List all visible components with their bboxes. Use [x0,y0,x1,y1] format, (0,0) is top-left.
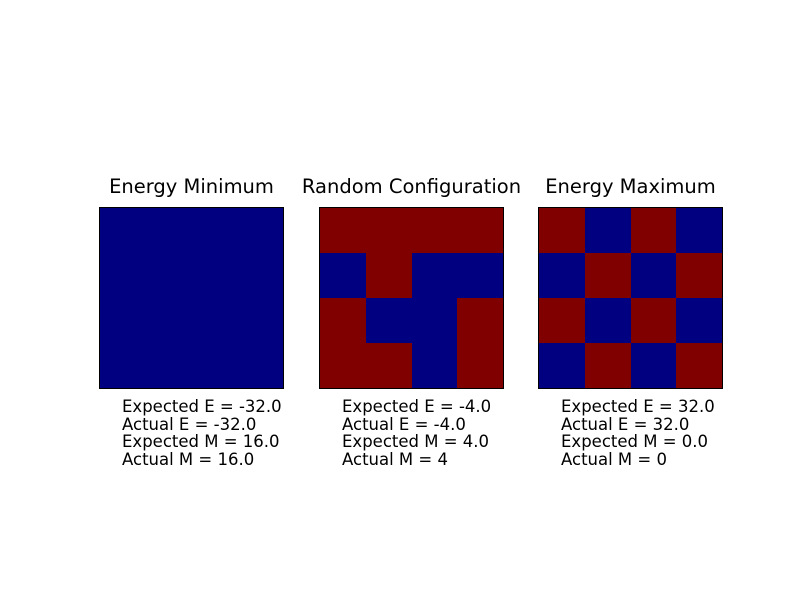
stat-expected-m: Expected M = 4.0 [342,432,490,451]
stat-actual-e: Actual E = -32.0 [122,414,257,434]
stat-expected-m: Expected M = 16.0 [122,432,280,451]
spin-down-cell [457,208,503,253]
spin-up-cell [145,343,192,388]
spin-grid [538,207,723,389]
spin-up-cell [191,253,238,298]
spin-grid [319,207,504,389]
spin-up-cell [539,343,585,388]
spin-down-cell [584,253,631,298]
spin-grid [99,207,284,389]
spin-down-cell [365,343,412,388]
spin-down-cell [365,253,412,298]
panel-energy-maximum: Energy Maximum Expected E = 32.0 Actual … [538,0,723,597]
stat-expected-e: Expected E = -32.0 [122,397,282,416]
panel-title: Energy Minimum [109,175,274,198]
spin-up-cell [100,208,146,253]
panel-energy-minimum: Energy Minimum Expected E = -32.0 Actual… [99,0,284,597]
spin-down-cell [539,208,585,253]
stat-actual-m: Actual M = 16.0 [122,449,255,469]
spin-up-cell [237,298,283,343]
stat-expected-e: Expected E = 32.0 [561,397,715,416]
panel-random-configuration: Random Configuration Expected E = -4.0 A… [302,0,521,597]
spin-up-cell [411,343,458,388]
spin-up-cell [191,208,238,253]
spin-down-cell [676,253,722,298]
spin-up-cell [100,343,146,388]
spin-up-cell [411,253,458,298]
spin-up-cell [320,253,366,298]
spin-down-cell [630,208,677,253]
spin-down-cell [320,343,366,388]
stat-actual-m: Actual M = 4 [342,449,448,469]
spin-up-cell [584,208,631,253]
spin-down-cell [457,298,503,343]
spin-up-cell [630,343,677,388]
spin-up-cell [237,343,283,388]
spin-up-cell [191,298,238,343]
stat-actual-m: Actual M = 0 [561,449,667,469]
spin-up-cell [237,208,283,253]
spin-up-cell [100,253,146,298]
spin-up-cell [237,253,283,298]
spin-down-cell [630,298,677,343]
spin-up-cell [191,343,238,388]
spin-up-cell [630,253,677,298]
spin-up-cell [411,298,458,343]
spin-up-cell [539,253,585,298]
spin-down-cell [676,343,722,388]
stats-block: Expected E = 32.0 Actual E = 32.0 Expect… [561,398,715,468]
spin-down-cell [457,343,503,388]
spin-up-cell [457,253,503,298]
spin-up-cell [145,208,192,253]
stats-block: Expected E = -32.0 Actual E = -32.0 Expe… [122,398,282,468]
spin-down-cell [320,298,366,343]
stat-actual-e: Actual E = 32.0 [561,414,690,434]
spin-down-cell [320,208,366,253]
spin-up-cell [145,253,192,298]
panel-title: Random Configuration [301,175,522,198]
spin-down-cell [365,208,412,253]
panel-title: Energy Maximum [545,175,716,198]
stat-expected-e: Expected E = -4.0 [342,397,492,416]
spin-up-cell [584,298,631,343]
spin-up-cell [365,298,412,343]
spin-up-cell [100,298,146,343]
spin-up-cell [145,298,192,343]
spin-down-cell [584,343,631,388]
spin-up-cell [676,208,722,253]
stats-block: Expected E = -4.0 Actual E = -4.0 Expect… [342,398,491,468]
stat-expected-m: Expected M = 0.0 [561,432,709,451]
spin-down-cell [539,298,585,343]
spin-up-cell [676,298,722,343]
spin-down-cell [411,208,458,253]
stat-actual-e: Actual E = -4.0 [342,414,466,434]
